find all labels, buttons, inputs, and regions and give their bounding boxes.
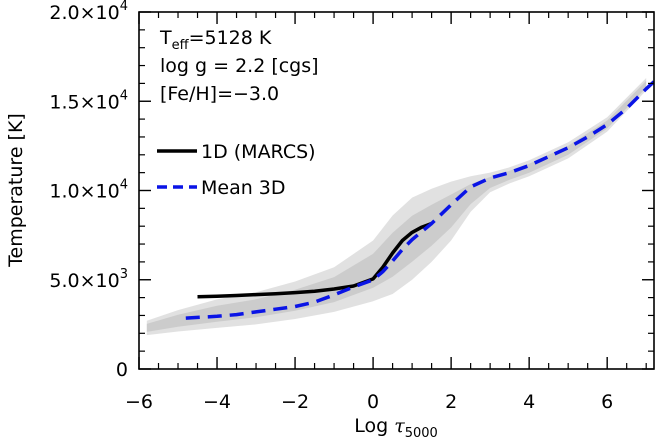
series-line-mean-3d xyxy=(185,80,654,320)
teff-annotation: Teff=5128 K xyxy=(159,27,272,53)
y-tick-label: 1.5×104 xyxy=(49,88,128,113)
teff-value: =5128 K xyxy=(189,27,272,49)
x-tick-label: −2 xyxy=(281,391,309,413)
tau-symbol: τ xyxy=(394,415,405,437)
scatter-cloud xyxy=(146,78,647,336)
x-tick-label: 4 xyxy=(523,391,535,413)
cloud-core xyxy=(146,80,647,332)
legend-label-1d: 1D (MARCS) xyxy=(201,141,316,163)
y-tick-label: 1.0×104 xyxy=(49,178,128,203)
metallicity-annotation: [Fe/H]=−3.0 xyxy=(160,83,279,105)
cloud-band xyxy=(146,78,647,336)
x-tick-label: 0 xyxy=(367,391,379,413)
legend: 1D (MARCS) Mean 3D xyxy=(157,141,316,199)
x-axis-label-sub: 5000 xyxy=(405,426,438,441)
y-tick-label: 5.0×103 xyxy=(49,267,128,292)
logg-annotation: log g = 2.2 [cgs] xyxy=(160,55,319,77)
x-tick-label: 2 xyxy=(445,391,457,413)
x-axis-ticks: −6 −4 −2 0 2 4 6 xyxy=(125,12,647,413)
series-layer xyxy=(185,80,654,320)
y-tick-label: 0 xyxy=(116,359,128,381)
legend-label-3d: Mean 3D xyxy=(201,177,286,199)
x-tick-label: −4 xyxy=(203,391,231,413)
x-axis-label: Log τ5000 xyxy=(354,415,438,441)
x-tick-label: 6 xyxy=(601,391,613,413)
teff-sub: eff xyxy=(172,38,190,53)
annotation-block: Teff=5128 K log g = 2.2 [cgs] [Fe/H]=−3.… xyxy=(159,27,319,105)
y-axis-ticks: 0 5.0×103 1.0×104 1.5×104 2.0×104 xyxy=(49,0,654,381)
y-tick-label: 2.0×104 xyxy=(49,0,128,24)
x-tick-label: −6 xyxy=(125,391,153,413)
y-axis-label: Temperature [K] xyxy=(5,113,27,268)
series-line-1d-marcs xyxy=(197,221,433,299)
